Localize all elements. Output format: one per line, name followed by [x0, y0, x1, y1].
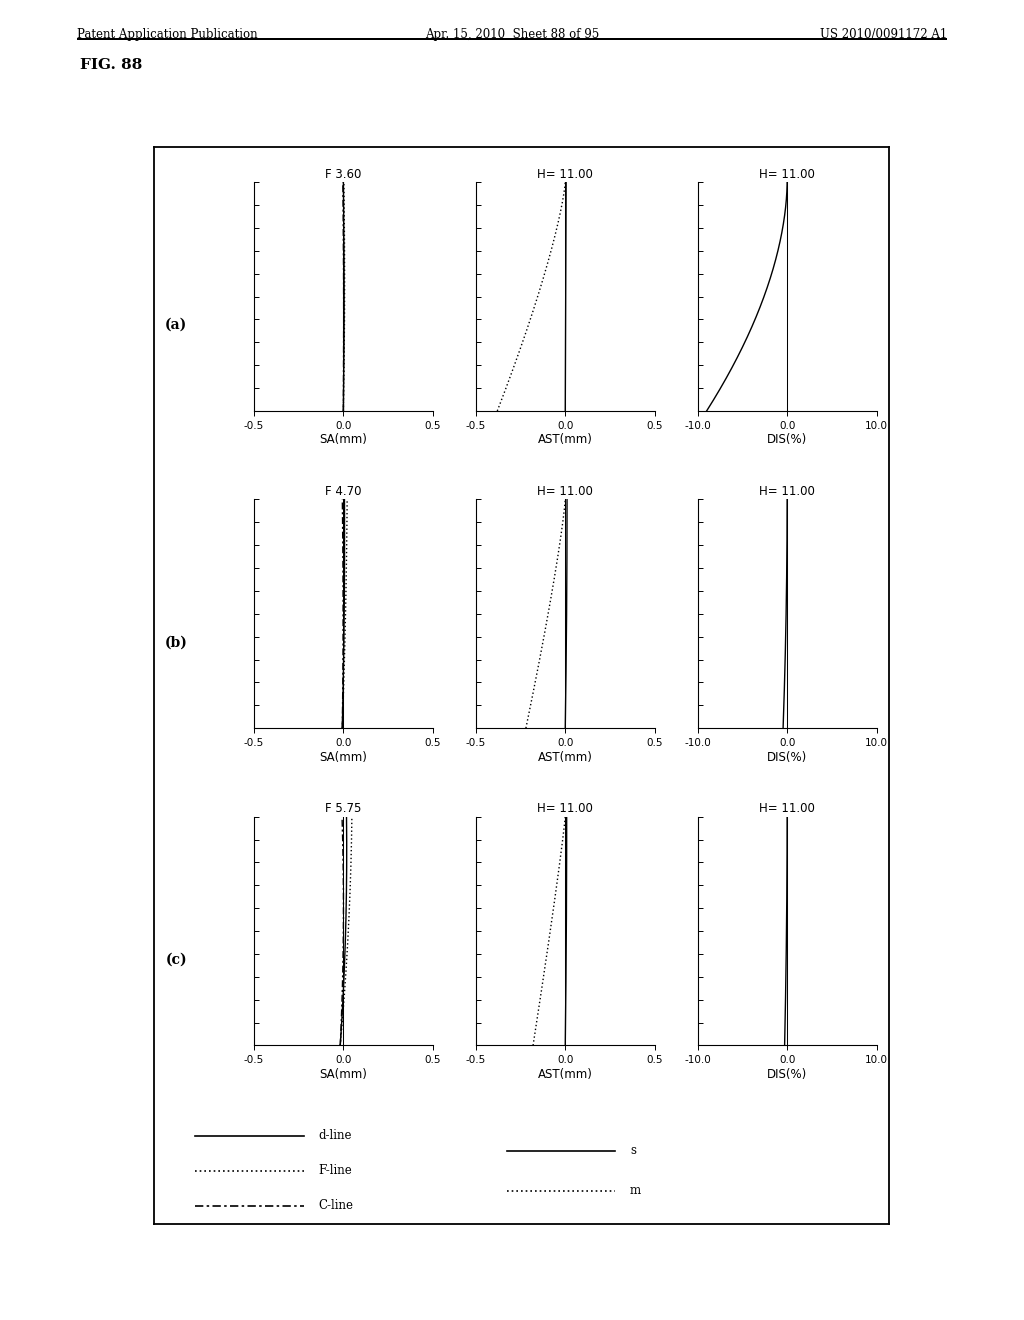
Title: H= 11.00: H= 11.00	[538, 803, 593, 816]
Text: FIG. 88: FIG. 88	[80, 58, 142, 73]
Text: C-line: C-line	[318, 1200, 353, 1213]
Text: Patent Application Publication: Patent Application Publication	[77, 28, 257, 41]
X-axis label: DIS(%): DIS(%)	[767, 751, 807, 764]
Text: s: s	[630, 1144, 636, 1158]
Title: F 5.75: F 5.75	[326, 803, 361, 816]
X-axis label: DIS(%): DIS(%)	[767, 1068, 807, 1081]
X-axis label: AST(mm): AST(mm)	[538, 751, 593, 764]
X-axis label: AST(mm): AST(mm)	[538, 1068, 593, 1081]
X-axis label: AST(mm): AST(mm)	[538, 433, 593, 446]
X-axis label: SA(mm): SA(mm)	[319, 1068, 368, 1081]
Text: d-line: d-line	[318, 1129, 351, 1142]
Text: (a): (a)	[165, 318, 187, 331]
Title: H= 11.00: H= 11.00	[759, 486, 815, 498]
Text: m: m	[630, 1184, 641, 1197]
Text: US 2010/0091172 A1: US 2010/0091172 A1	[820, 28, 947, 41]
Title: F 4.70: F 4.70	[326, 486, 361, 498]
X-axis label: SA(mm): SA(mm)	[319, 433, 368, 446]
Text: (b): (b)	[165, 635, 187, 649]
Title: H= 11.00: H= 11.00	[759, 168, 815, 181]
X-axis label: DIS(%): DIS(%)	[767, 433, 807, 446]
Text: F-line: F-line	[318, 1164, 352, 1177]
Text: Apr. 15, 2010  Sheet 88 of 95: Apr. 15, 2010 Sheet 88 of 95	[425, 28, 599, 41]
Title: H= 11.00: H= 11.00	[538, 486, 593, 498]
X-axis label: SA(mm): SA(mm)	[319, 751, 368, 764]
Text: (c): (c)	[165, 953, 187, 966]
Title: H= 11.00: H= 11.00	[759, 803, 815, 816]
Title: F 3.60: F 3.60	[326, 168, 361, 181]
Title: H= 11.00: H= 11.00	[538, 168, 593, 181]
